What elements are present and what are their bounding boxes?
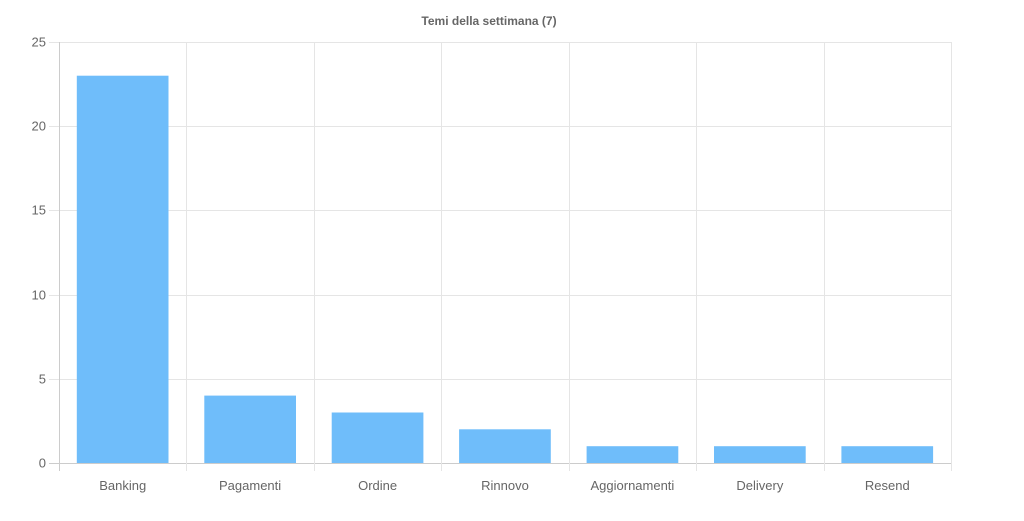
bar-pagamenti[interactable] — [204, 395, 296, 463]
y-tick-label: 0 — [39, 456, 46, 471]
x-tick-label: Aggiornamenti — [590, 478, 674, 493]
chart-title: Temi della settimana (7) — [421, 14, 556, 28]
bar-ordine[interactable] — [331, 412, 424, 464]
y-tick-label: 5 — [39, 372, 46, 387]
y-axis-ticks: 0 5 10 15 20 25 — [32, 35, 46, 471]
grid — [49, 42, 952, 471]
y-tick-label: 15 — [32, 203, 46, 218]
bars — [76, 75, 934, 464]
y-tick-label: 20 — [32, 119, 46, 134]
bar-resend[interactable] — [841, 446, 934, 463]
x-tick-label: Delivery — [736, 478, 783, 493]
x-tick-label: Banking — [99, 478, 146, 493]
x-axis-ticks: Banking Pagamenti Ordine Rinnovo Aggiornamen… — [99, 478, 909, 493]
x-tick-label: Ordine — [358, 478, 397, 493]
x-tick-label: Rinnovo — [481, 478, 529, 493]
y-tick-label: 25 — [32, 35, 46, 50]
bar-rinnovo[interactable] — [459, 429, 551, 463]
x-tick-label: Pagamenti — [219, 478, 281, 493]
bar-banking[interactable] — [76, 75, 169, 463]
x-tick-label: Resend — [865, 478, 910, 493]
y-tick-label: 10 — [32, 288, 46, 303]
bar-delivery[interactable] — [714, 446, 806, 463]
bar-aggiornamenti[interactable] — [586, 446, 679, 463]
